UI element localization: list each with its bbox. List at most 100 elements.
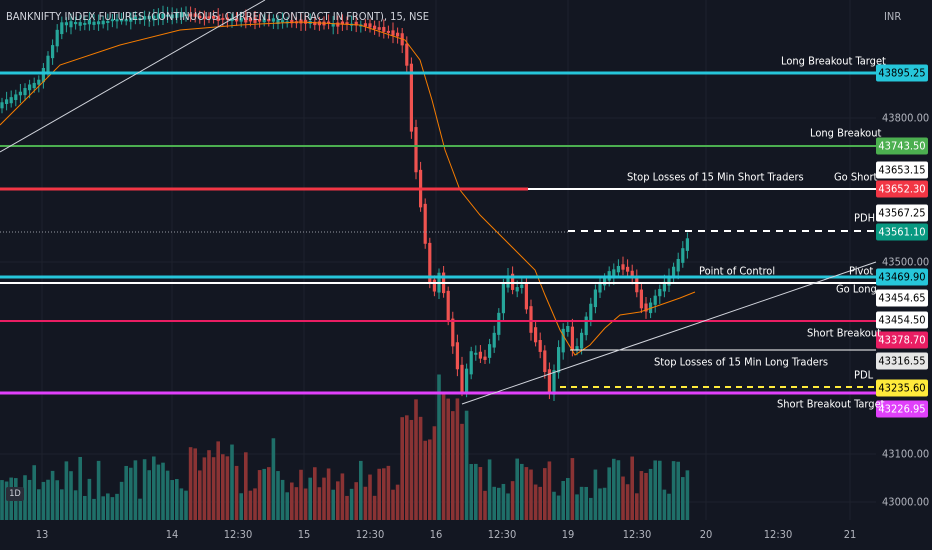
- upper-trendline: [0, 0, 266, 153]
- volume-bar: [386, 465, 391, 520]
- level-label-stop-losses-short: Stop Losses of 15 Min Short Traders: [627, 170, 804, 184]
- candle-body: [55, 29, 59, 47]
- volume-bar: [414, 399, 418, 520]
- candle-body: [212, 15, 216, 19]
- candle-body: [221, 17, 225, 20]
- candle-body: [589, 303, 593, 322]
- volume-bar: [368, 474, 372, 520]
- volume-bar: [207, 450, 211, 520]
- volume-bar: [336, 481, 340, 520]
- volume-bar: [175, 478, 179, 520]
- volume-bar: [248, 490, 253, 520]
- candle-body: [593, 289, 597, 308]
- volume-bar: [230, 444, 234, 520]
- trendlines[interactable]: [0, 0, 877, 405]
- candle-body: [626, 266, 630, 272]
- candle-body: [676, 258, 680, 272]
- volume-bar: [308, 477, 312, 520]
- candle-body: [32, 82, 36, 89]
- candle-body: [92, 21, 96, 25]
- candle-body: [363, 23, 367, 27]
- volume-bar: [64, 461, 69, 520]
- candle-body: [133, 16, 137, 20]
- level-label-long-breakout: Long Breakout: [810, 126, 882, 140]
- candle-body: [336, 22, 340, 27]
- candle-body: [28, 84, 32, 91]
- candle-body: [69, 21, 73, 28]
- candle-body: [193, 13, 197, 17]
- volume-bar: [345, 495, 349, 520]
- volume-bar: [73, 490, 78, 520]
- volume-bar: [55, 480, 59, 520]
- candle-body: [561, 328, 565, 353]
- volume-bar: [441, 392, 446, 520]
- volume-bar: [198, 470, 202, 520]
- volume-bar: [561, 481, 565, 520]
- volume-bar: [487, 459, 492, 520]
- volume-bar: [552, 491, 556, 520]
- volume-bar: [87, 478, 92, 520]
- volume-bar: [377, 468, 381, 520]
- volume-bar: [78, 456, 82, 520]
- volume-bar: [211, 457, 216, 520]
- timeframe-badge[interactable]: 1D: [6, 487, 24, 501]
- volume-bar: [602, 487, 607, 520]
- volume-bar: [184, 490, 188, 520]
- candle-body: [405, 43, 409, 66]
- candle-body: [83, 22, 87, 25]
- volume-bar: [156, 464, 161, 520]
- candle-body: [147, 15, 151, 20]
- candle-body: [271, 18, 275, 22]
- candle-body: [483, 356, 487, 360]
- candle-body: [331, 23, 335, 27]
- candle-body: [658, 288, 662, 297]
- volume-bar: [257, 470, 262, 520]
- price-tag: 43561.10: [876, 223, 928, 241]
- candle-body: [5, 99, 9, 104]
- volume-bar: [188, 447, 193, 520]
- level-lines[interactable]: [0, 71, 876, 395]
- level-label-stop-losses-long: Stop Losses of 15 Min Long Traders: [654, 355, 829, 369]
- price-tag: 43454.65: [876, 289, 928, 307]
- volume-bar: [575, 494, 579, 520]
- volume-bar: [290, 482, 294, 520]
- price-axis-label: 43000.00: [882, 495, 930, 509]
- volume-bar: [524, 467, 529, 520]
- candle-body: [262, 18, 266, 23]
- candle-body: [557, 347, 561, 373]
- lower-trendline: [461, 261, 877, 405]
- volume-bar: [239, 493, 243, 520]
- price-axis-label: 43500.00: [882, 255, 930, 269]
- candle-body: [345, 22, 349, 25]
- volume-bar: [18, 494, 23, 520]
- volume-bar: [593, 469, 598, 520]
- level-label-go-long: Go Long: [836, 282, 877, 296]
- volume-bar: [418, 416, 423, 520]
- candle-body: [340, 21, 344, 25]
- candle-body: [281, 20, 285, 23]
- candle-body: [207, 16, 211, 19]
- volume-bar: [41, 481, 46, 520]
- volume-bar: [685, 470, 690, 520]
- volume-bar: [598, 488, 602, 520]
- candle-body: [377, 27, 381, 30]
- candle-body: [391, 30, 395, 36]
- candle-body: [681, 248, 685, 263]
- price-tag: 43316.55: [876, 352, 928, 370]
- candle-body: [124, 19, 128, 22]
- candle-body: [175, 12, 179, 18]
- candle-body: [685, 238, 689, 251]
- price-tag: 43235.60: [876, 379, 928, 397]
- candle-body: [290, 19, 294, 24]
- candle-body: [451, 318, 455, 347]
- volume-bar: [437, 374, 441, 520]
- volume-bar: [294, 487, 299, 520]
- volume-bar: [400, 417, 404, 520]
- volume-bar: [432, 426, 437, 520]
- volume-bar: [616, 460, 621, 520]
- volume-bar: [478, 467, 483, 520]
- candle-body: [51, 45, 55, 59]
- candle-body: [529, 306, 533, 333]
- volume-bar: [50, 470, 55, 520]
